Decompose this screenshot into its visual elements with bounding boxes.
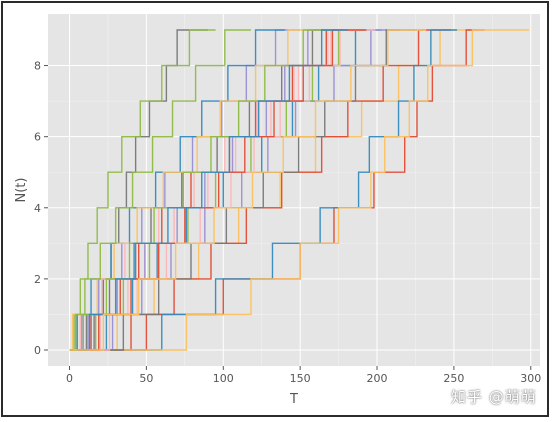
series-line-6 [69,29,216,351]
y-tick-label: 2 [34,273,41,286]
x-tick-label: 100 [213,372,234,385]
watermark: 知乎 @萌萌 [451,388,537,406]
x-tick-label: 150 [290,372,311,385]
y-tick-label: 4 [34,202,41,215]
series-line-20 [69,29,417,351]
x-tick-label: 200 [367,372,388,385]
x-tick-label: 0 [66,372,73,385]
series-line-8 [69,29,451,351]
series-lines [69,29,530,351]
series-line-12 [69,29,324,351]
x-tick-label: 50 [139,372,153,385]
series-line-1 [69,29,354,351]
series-line-24 [69,29,251,351]
y-tick-label: 8 [34,60,41,73]
series-line-11 [69,29,344,351]
x-axis-label: T [289,392,298,407]
series-line-5 [69,29,473,351]
series-line-9 [69,29,285,351]
series-line-3 [69,29,301,351]
x-tick-label: 300 [520,372,541,385]
series-line-7 [69,29,358,351]
series-line-23 [69,29,348,351]
series-line-21 [69,29,376,351]
series-line-4 [69,29,208,351]
series-line-2 [69,29,382,351]
y-tick-label: 6 [34,131,41,144]
series-line-18 [69,29,338,351]
series-line-25 [69,29,427,351]
series-line-17 [69,29,530,351]
series-line-10 [69,29,401,351]
series-line-15 [69,29,485,351]
axis-ticks: 0 50 100 150 200 250 300 0 2 4 6 8 [34,60,541,385]
series-line-16 [69,29,457,351]
y-tick-label: 0 [34,344,41,357]
series-line-13 [69,29,365,351]
series-line-14 [69,29,359,351]
series-line-22 [69,29,367,351]
y-axis-label: N(t) [14,178,29,203]
x-tick-label: 250 [443,372,464,385]
series-line-19 [69,29,333,351]
